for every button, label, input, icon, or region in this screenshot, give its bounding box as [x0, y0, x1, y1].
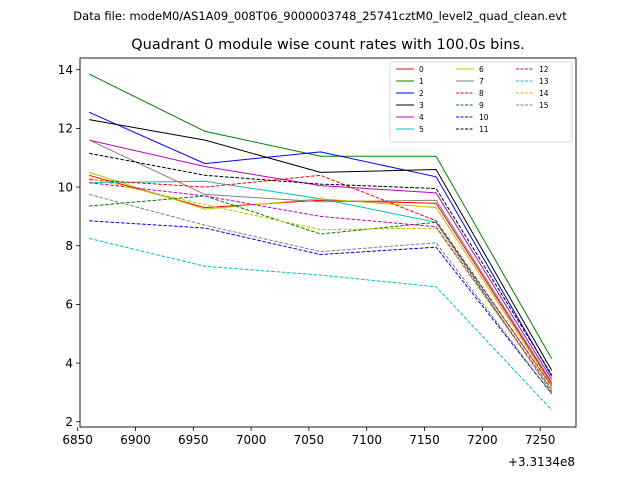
series-line-1 — [88, 73, 553, 359]
series-line-10 — [89, 220, 553, 395]
y-tick-label: 14 — [58, 63, 73, 77]
legend-label-9: 9 — [479, 101, 484, 110]
legend-box — [389, 61, 573, 143]
legend-label-14: 14 — [539, 89, 549, 98]
figure-suptitle: Data file: modeM0/AS1A09_008T06_90000037… — [73, 9, 567, 23]
series-line-11 — [89, 152, 553, 376]
y-tick-label: 2 — [65, 415, 73, 429]
series-line-14 — [89, 177, 553, 392]
x-tick-label: 7100 — [351, 433, 382, 447]
series-line-3 — [89, 119, 553, 371]
plot-frame — [79, 57, 577, 428]
legend-label-2: 2 — [419, 89, 424, 98]
series-line-15 — [89, 193, 553, 395]
series-line-12 — [89, 182, 553, 390]
legend-label-13: 13 — [539, 77, 549, 86]
y-tick-label: 4 — [65, 356, 73, 370]
legend-label-12: 12 — [539, 65, 549, 74]
series-line-9 — [89, 195, 553, 393]
y-tick-label: 10 — [58, 180, 73, 194]
y-tick-label: 8 — [65, 239, 73, 253]
series-line-2 — [88, 111, 553, 377]
y-tick-label: 12 — [58, 122, 73, 136]
legend-label-6: 6 — [479, 65, 484, 74]
series-line-6 — [89, 171, 553, 386]
chart-title: Quadrant 0 module wise count rates with … — [131, 37, 525, 53]
x-tick-label: 7050 — [294, 433, 325, 447]
legend-label-7: 7 — [479, 77, 484, 86]
x-tick-label: 6950 — [178, 433, 209, 447]
x-tick-label: 7150 — [409, 433, 440, 447]
plot-lines — [88, 73, 553, 411]
x-tick-label: 7000 — [236, 433, 267, 447]
legend-label-11: 11 — [479, 125, 489, 134]
legend-label-4: 4 — [419, 113, 424, 122]
legend-label-8: 8 — [479, 89, 484, 98]
y-axis: 2 4 6 8 10 12 14 — [58, 63, 80, 429]
legend-label-0: 0 — [419, 65, 424, 74]
legend-label-5: 5 — [419, 125, 424, 134]
series-line-13 — [89, 237, 553, 411]
legend-label-3: 3 — [419, 101, 424, 110]
x-axis-offset-label: +3.3134e8 — [508, 455, 575, 469]
legend-label-15: 15 — [539, 101, 549, 110]
series-line-7 — [88, 139, 553, 383]
series-line-4 — [89, 139, 553, 380]
legend-label-1: 1 — [419, 77, 424, 86]
x-tick-label: 6850 — [62, 433, 93, 447]
legend-label-10: 10 — [479, 113, 489, 122]
y-tick-label: 6 — [65, 298, 73, 312]
series-line-8 — [89, 174, 553, 387]
x-tick-label: 6900 — [120, 433, 151, 447]
x-tick-label: 7200 — [467, 433, 498, 447]
x-axis: 6850 6900 6950 7000 7050 7100 7150 7200 7250 — [62, 427, 555, 447]
x-tick-label: 7250 — [525, 433, 556, 447]
